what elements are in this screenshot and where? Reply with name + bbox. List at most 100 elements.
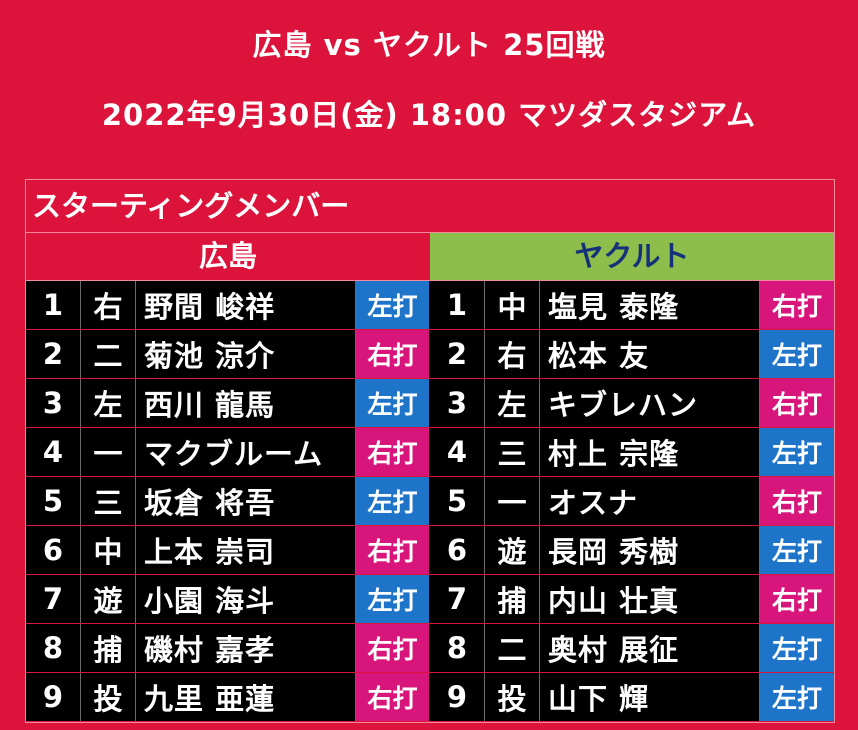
lineup-row: 2 右松本 友左打 xyxy=(430,330,834,379)
starting-lineup-board: スターティングメンバー 広島 ヤクルト 1 右野間 峻祥 左打 2 二菊池 涼介 右打 3 左… xyxy=(25,179,835,723)
player-name: 山下 輝 xyxy=(540,673,760,721)
position: 遊 xyxy=(81,575,136,623)
batting-side-badge: 左打 xyxy=(356,477,430,525)
lineup-row: 2 二菊池 涼介 右打 xyxy=(26,330,430,379)
batting-order: 9 xyxy=(430,673,485,721)
player-name: 村上 宗隆 xyxy=(540,428,760,476)
position: 中 xyxy=(485,281,540,329)
lineup-row: 7 捕内山 壮真 右打 xyxy=(430,575,834,624)
batting-side-badge: 右打 xyxy=(356,526,430,574)
away-team-name: ヤクルト xyxy=(430,233,834,280)
position: 二 xyxy=(81,330,136,378)
position: 捕 xyxy=(485,575,540,623)
lineup-row: 3 左キブレハン 右打 xyxy=(430,379,834,428)
position: 一 xyxy=(81,428,136,476)
position: 左 xyxy=(485,379,540,427)
position: 右 xyxy=(485,330,540,378)
batting-order: 2 xyxy=(430,330,485,378)
batting-order: 6 xyxy=(26,526,81,574)
lineup-row: 9 投九里 亜蓮 右打 xyxy=(26,673,430,722)
lineup-row: 4 三村上 宗隆 左打 xyxy=(430,428,834,477)
batting-side-badge: 右打 xyxy=(760,575,834,623)
lineup-rows: 1 右野間 峻祥 左打 2 二菊池 涼介 右打 3 左西川 龍馬 左打 4 一マクブルーム 右打 5 三坂… xyxy=(26,281,834,722)
player-name: 九里 亜蓮 xyxy=(136,673,356,721)
batting-order: 8 xyxy=(26,624,81,672)
player-name: マクブルーム xyxy=(136,428,356,476)
lineup-row: 3 左西川 龍馬 左打 xyxy=(26,379,430,428)
batting-side-badge: 左打 xyxy=(760,330,834,378)
player-name: 西川 龍馬 xyxy=(136,379,356,427)
player-name: キブレハン xyxy=(540,379,760,427)
position: 遊 xyxy=(485,526,540,574)
lineup-row: 8 捕磯村 嘉孝 右打 xyxy=(26,624,430,673)
batting-side-badge: 右打 xyxy=(760,281,834,329)
game-datetime-venue: 2022年9月30日(金) 18:00 マツダスタジアム xyxy=(101,98,757,132)
position: 右 xyxy=(81,281,136,329)
position: 一 xyxy=(485,477,540,525)
lineup-row: 1 右野間 峻祥 左打 xyxy=(26,281,430,330)
player-name: 小園 海斗 xyxy=(136,575,356,623)
position: 投 xyxy=(485,673,540,721)
batting-order: 8 xyxy=(430,624,485,672)
batting-side-badge: 左打 xyxy=(760,526,834,574)
lineup-row: 9 投山下 輝左打 xyxy=(430,673,834,722)
batting-order: 2 xyxy=(26,330,81,378)
lineup-row: 5 三坂倉 将吾 左打 xyxy=(26,477,430,526)
player-name: 磯村 嘉孝 xyxy=(136,624,356,672)
batting-order: 4 xyxy=(430,428,485,476)
batting-side-badge: 右打 xyxy=(760,379,834,427)
batting-side-badge: 左打 xyxy=(356,575,430,623)
batting-side-badge: 左打 xyxy=(760,673,834,721)
batting-side-badge: 右打 xyxy=(760,477,834,525)
matchup-title: 広島 vs ヤクルト 25回戦 xyxy=(252,28,606,62)
position: 左 xyxy=(81,379,136,427)
player-name: 内山 壮真 xyxy=(540,575,760,623)
position: 捕 xyxy=(81,624,136,672)
player-name: 塩見 泰隆 xyxy=(540,281,760,329)
player-name: 長岡 秀樹 xyxy=(540,526,760,574)
player-name: 奥村 展征 xyxy=(540,624,760,672)
player-name: 松本 友 xyxy=(540,330,760,378)
lineup-row: 4 一マクブルーム 右打 xyxy=(26,428,430,477)
batting-side-badge: 左打 xyxy=(356,379,430,427)
batting-order: 4 xyxy=(26,428,81,476)
away-lineup: 1 中塩見 泰隆 右打 2 右松本 友左打 3 左キブレハン 右打 4 三村上 宗隆 左打 5 一オスナ… xyxy=(430,281,834,722)
batting-side-badge: 右打 xyxy=(356,428,430,476)
batting-side-badge: 右打 xyxy=(356,673,430,721)
batting-order: 3 xyxy=(430,379,485,427)
lineup-row: 8 二奥村 展征 左打 xyxy=(430,624,834,673)
batting-side-badge: 左打 xyxy=(760,624,834,672)
position: 三 xyxy=(81,477,136,525)
player-name: 上本 崇司 xyxy=(136,526,356,574)
batting-side-badge: 左打 xyxy=(760,428,834,476)
batting-order: 5 xyxy=(430,477,485,525)
batting-side-badge: 右打 xyxy=(356,624,430,672)
position: 二 xyxy=(485,624,540,672)
position: 中 xyxy=(81,526,136,574)
position: 投 xyxy=(81,673,136,721)
board-title: スターティングメンバー xyxy=(26,180,834,233)
batting-order: 1 xyxy=(430,281,485,329)
batting-order: 6 xyxy=(430,526,485,574)
home-team-name: 広島 xyxy=(26,233,430,280)
home-lineup: 1 右野間 峻祥 左打 2 二菊池 涼介 右打 3 左西川 龍馬 左打 4 一マクブルーム 右打 5 三坂… xyxy=(26,281,430,722)
player-name: 野間 峻祥 xyxy=(136,281,356,329)
lineup-row: 7 遊小園 海斗 左打 xyxy=(26,575,430,624)
lineup-row: 5 一オスナ 右打 xyxy=(430,477,834,526)
lineup-row: 1 中塩見 泰隆 右打 xyxy=(430,281,834,330)
batting-order: 7 xyxy=(26,575,81,623)
batting-order: 5 xyxy=(26,477,81,525)
lineup-row: 6 中上本 崇司 右打 xyxy=(26,526,430,575)
team-header-row: 広島 ヤクルト xyxy=(26,233,834,281)
player-name: 菊池 涼介 xyxy=(136,330,356,378)
batting-order: 9 xyxy=(26,673,81,721)
lineup-row: 6 遊長岡 秀樹 左打 xyxy=(430,526,834,575)
batting-side-badge: 左打 xyxy=(356,281,430,329)
batting-order: 1 xyxy=(26,281,81,329)
batting-order: 7 xyxy=(430,575,485,623)
position: 三 xyxy=(485,428,540,476)
player-name: オスナ xyxy=(540,477,760,525)
batting-order: 3 xyxy=(26,379,81,427)
batting-side-badge: 右打 xyxy=(356,330,430,378)
player-name: 坂倉 将吾 xyxy=(136,477,356,525)
